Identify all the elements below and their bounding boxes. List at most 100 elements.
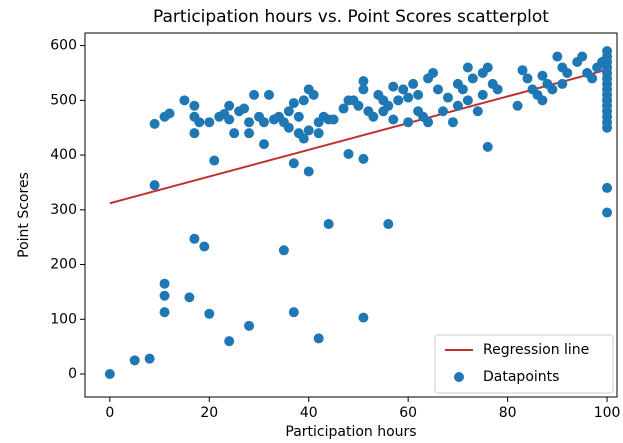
data-point xyxy=(522,73,533,84)
data-point xyxy=(403,117,414,128)
x-tick-label: 100 xyxy=(594,405,621,421)
legend-marker xyxy=(454,372,464,382)
data-point xyxy=(512,100,523,111)
legend-box xyxy=(434,334,614,394)
data-point xyxy=(258,139,269,150)
data-point xyxy=(457,84,468,95)
data-point xyxy=(547,84,558,95)
data-point xyxy=(383,219,394,230)
data-point xyxy=(224,100,235,111)
data-point xyxy=(338,103,349,114)
data-point xyxy=(313,333,324,344)
data-point xyxy=(149,180,160,191)
data-point xyxy=(602,122,613,133)
data-point xyxy=(562,67,573,78)
data-point xyxy=(209,155,220,166)
data-point xyxy=(358,76,369,87)
y-tick-label: 600 xyxy=(50,38,77,54)
data-point xyxy=(537,70,548,81)
data-point xyxy=(303,166,314,177)
data-point xyxy=(224,114,235,125)
data-point xyxy=(343,148,354,159)
data-point xyxy=(452,100,463,111)
data-point xyxy=(194,117,205,128)
data-point xyxy=(239,103,250,114)
data-point xyxy=(552,51,563,62)
regression-line xyxy=(109,68,608,205)
data-point xyxy=(467,73,478,84)
data-point xyxy=(308,89,319,100)
data-point xyxy=(602,182,613,193)
data-point xyxy=(602,207,613,218)
data-point xyxy=(383,100,394,111)
plot-area xyxy=(84,32,618,398)
data-point xyxy=(129,355,140,366)
data-point xyxy=(258,117,269,128)
y-tick-label: 200 xyxy=(50,257,77,273)
y-tick-label: 400 xyxy=(50,147,77,163)
data-point xyxy=(368,111,379,122)
data-point xyxy=(293,111,304,122)
data-point xyxy=(298,95,309,106)
data-point xyxy=(388,114,399,125)
y-tick-label: 0 xyxy=(68,366,77,382)
x-tick-label: 40 xyxy=(300,405,318,421)
data-point xyxy=(159,307,170,318)
data-point xyxy=(472,106,483,117)
data-point xyxy=(433,84,444,95)
data-point xyxy=(313,128,324,139)
data-point xyxy=(164,108,175,119)
x-tick-label: 80 xyxy=(499,405,517,421)
data-point xyxy=(462,95,473,106)
chart-title: Participation hours vs. Point Scores sca… xyxy=(153,7,549,27)
x-tick-label: 0 xyxy=(105,405,114,421)
data-point xyxy=(353,100,364,111)
data-point xyxy=(283,122,294,133)
data-point xyxy=(517,65,528,76)
data-point xyxy=(323,219,334,230)
data-point xyxy=(442,92,453,103)
y-tick-label: 500 xyxy=(50,92,77,108)
x-tick-label: 20 xyxy=(200,405,218,421)
data-point xyxy=(288,158,299,169)
data-point xyxy=(358,153,369,164)
data-point xyxy=(184,292,195,303)
data-point xyxy=(537,95,548,106)
legend-label: Regression line xyxy=(483,342,589,358)
data-point xyxy=(358,84,369,95)
x-axis-label: Participation hours xyxy=(285,424,416,440)
data-point xyxy=(388,81,399,92)
data-point xyxy=(577,51,588,62)
data-point xyxy=(104,369,115,380)
data-point xyxy=(199,241,210,252)
data-point xyxy=(423,117,434,128)
data-point xyxy=(189,100,200,111)
data-point xyxy=(149,118,160,129)
data-point xyxy=(249,89,260,100)
data-point xyxy=(303,125,314,136)
data-point xyxy=(492,84,503,95)
data-point xyxy=(477,89,488,100)
data-point xyxy=(557,78,568,89)
data-point xyxy=(358,312,369,323)
data-point xyxy=(229,128,240,139)
data-point xyxy=(159,278,170,289)
data-point xyxy=(393,95,404,106)
data-point xyxy=(278,245,289,256)
data-point xyxy=(244,117,255,128)
data-point xyxy=(288,307,299,318)
legend-label: Datapoints xyxy=(483,369,559,385)
data-point xyxy=(298,133,309,144)
data-point xyxy=(587,73,598,84)
data-point xyxy=(283,106,294,117)
data-point xyxy=(204,308,215,319)
data-point xyxy=(403,92,414,103)
y-tick-label: 100 xyxy=(50,311,77,327)
x-tick-label: 60 xyxy=(399,405,417,421)
y-tick-label: 300 xyxy=(50,202,77,218)
data-point xyxy=(482,141,493,152)
data-point xyxy=(482,62,493,73)
data-point xyxy=(447,117,458,128)
data-point xyxy=(462,62,473,73)
